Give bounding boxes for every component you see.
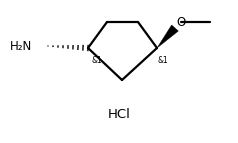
Text: H₂N: H₂N [10,39,32,52]
Text: O: O [176,15,186,28]
Text: HCl: HCl [108,109,130,122]
Text: &1: &1 [92,56,103,65]
Text: &1: &1 [158,56,169,65]
Polygon shape [157,25,178,48]
